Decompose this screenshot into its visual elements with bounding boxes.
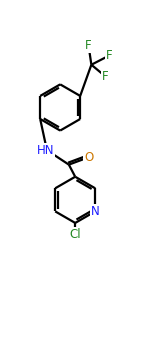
Text: F: F (106, 49, 113, 62)
Text: O: O (84, 150, 94, 163)
Text: F: F (85, 38, 92, 51)
Text: F: F (102, 70, 108, 83)
Text: HN: HN (37, 144, 55, 157)
Text: Cl: Cl (69, 228, 81, 241)
Text: N: N (91, 205, 100, 218)
